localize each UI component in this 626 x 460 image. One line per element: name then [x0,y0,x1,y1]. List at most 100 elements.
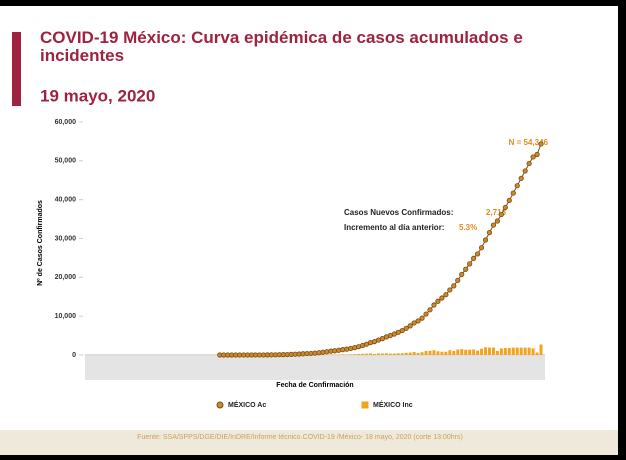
bar [417,353,420,355]
bar [405,353,408,355]
line-marker [420,316,424,320]
bar [353,354,356,355]
line-marker [519,176,523,180]
line [220,144,541,355]
line-marker [463,267,467,271]
line-marker [416,319,420,323]
bar [488,348,491,355]
bar [393,354,396,355]
line-marker [535,152,539,156]
bar [448,350,451,355]
y-tick-label: 20,000 [55,274,77,281]
y-tick-label: 60,000 [55,119,77,126]
accent-bar [12,32,21,106]
line-marker [503,205,507,209]
legend-label: MÉXICO Ac [228,400,266,409]
line-marker [515,183,519,187]
chart-title: COVID-19 México: Curva epidémica de caso… [40,28,523,65]
line-marker [499,212,503,216]
bar [377,353,380,355]
bar [504,348,507,355]
bar [456,349,459,355]
x-date-labels-area [85,356,545,380]
bar [385,353,388,355]
bar [425,351,428,355]
line-marker [539,142,543,146]
line-marker [460,272,464,276]
chart: COVID-19 México: Curva epidémica de caso… [0,6,618,455]
bar [512,348,515,355]
line-marker [523,169,527,173]
y-tick-label: 30,000 [55,235,77,242]
bar [484,347,487,355]
chart-subtitle: 19 mayo, 2020 [40,86,155,105]
line-marker [428,308,432,312]
bar [345,354,348,355]
line-marker [452,284,456,288]
annotation-label: Casos Nuevos Confirmados: [344,208,453,217]
bar [480,349,483,355]
bar [397,353,400,355]
bar [341,354,344,355]
line-marker [495,219,499,223]
slide: COVID-19 México: Curva epidémica de caso… [0,6,618,455]
line-marker [432,303,436,307]
line-marker [448,288,452,292]
bar [429,351,432,355]
line-marker [440,296,444,300]
y-tick-label: 40,000 [55,197,77,204]
bar [401,353,404,355]
bar [325,354,328,355]
bar [381,354,384,355]
bar [496,351,499,355]
bar [452,351,455,355]
bar [528,348,531,355]
bar [464,350,467,355]
x-axis-label: Fecha de Confirmación [276,382,353,389]
bar [540,344,543,355]
bar [492,347,495,355]
line-marker [527,161,531,165]
annotation-value: 5.3% [459,223,477,232]
bar [520,348,523,355]
y-tick-label: 10,000 [55,313,77,320]
bar [409,353,412,355]
bar [460,349,463,355]
line-marker [479,245,483,249]
bar [413,352,416,355]
bar [476,351,479,355]
bar [468,350,471,355]
line-marker [491,223,495,227]
bar [536,353,539,355]
bar [369,353,372,355]
line-marker [475,252,479,256]
line-marker [436,299,440,303]
bar [365,354,368,355]
bar [389,354,392,355]
bar [444,352,447,355]
y-tick-label: 50,000 [55,158,77,165]
legend-marker [217,402,223,408]
line-marker [424,312,428,316]
line-marker [408,324,412,328]
bar [361,354,364,355]
line-marker [487,230,491,234]
bar [432,350,435,355]
bar [440,352,443,355]
bar [532,348,535,355]
legend-label: MÉXICO Inc [373,400,413,409]
line-marker [444,292,448,296]
bar [516,348,519,355]
bar [373,354,376,355]
annotation-label: Incremento al día anterior: [344,223,444,232]
legend-marker [362,402,369,409]
line-marker [483,238,487,242]
y-axis-label: Nº de Casos Confirmados [37,200,44,286]
bar [436,351,439,355]
bar [357,354,360,355]
line-marker [471,256,475,260]
line-marker [507,198,511,202]
bar [508,348,511,355]
bar [472,349,475,355]
line-marker [511,191,515,195]
